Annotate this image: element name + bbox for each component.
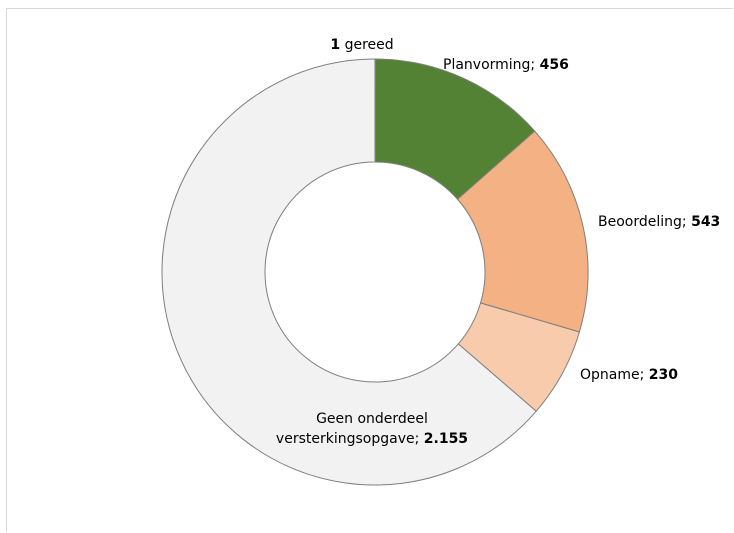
chart-frame <box>6 8 733 532</box>
label-geen-onderdeel-name: versterkingsopgave; <box>276 431 424 447</box>
label-opname-name: Opname; <box>580 367 649 383</box>
label-beoordeling-value: 543 <box>691 214 720 230</box>
slice-beoordeling <box>456 130 589 333</box>
label-beoordeling-name: Beoordeling; <box>598 214 691 230</box>
label-planvorming: Planvorming; 456 <box>443 57 569 73</box>
label-geen-onderdeel-line2: versterkingsopgave; 2.155 <box>276 431 468 447</box>
label-opname: Opname; 230 <box>580 367 678 383</box>
label-beoordeling: Beoordeling; 543 <box>598 214 720 230</box>
label-planvorming-value: 456 <box>540 57 569 73</box>
label-gereed: 1 gereed <box>330 37 393 53</box>
label-opname-value: 230 <box>649 367 678 383</box>
label-geen-onderdeel-line1: Geen onderdeel <box>316 411 428 427</box>
label-gereed-value: 1 <box>330 37 340 53</box>
label-geen-onderdeel-value: 2.155 <box>424 431 468 447</box>
slice-geen-onderdeel-versterkingsopgave <box>161 58 537 486</box>
label-gereed-text: gereed <box>345 37 394 53</box>
donut-slices <box>161 58 589 486</box>
label-planvorming-name: Planvorming; <box>443 57 540 73</box>
